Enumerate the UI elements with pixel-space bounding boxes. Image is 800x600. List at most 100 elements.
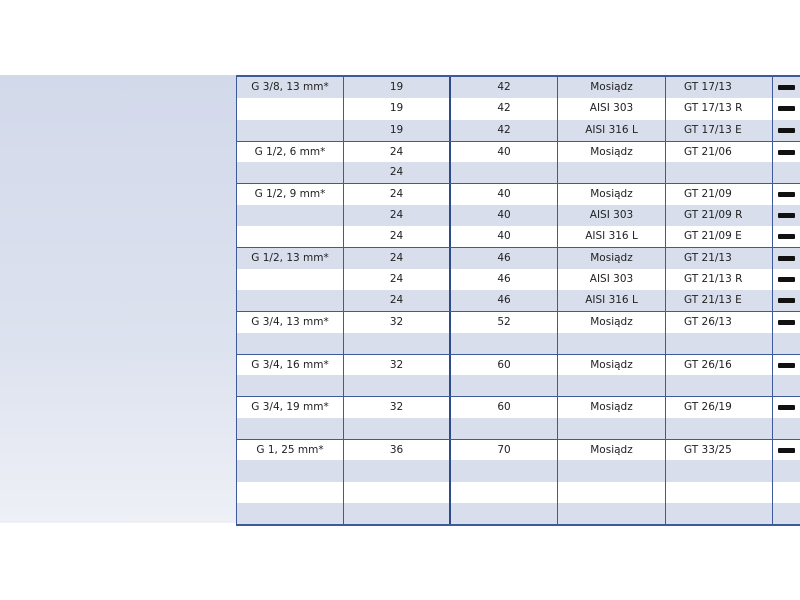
dash-icon [778,405,795,411]
code-cell: GT 21/06 [666,141,773,163]
mark-cell [773,226,800,247]
size-cell: G 3/4, 13 mm* [236,312,344,333]
dim-b-cell [451,375,558,397]
table-row: G 3/8, 13 mm* 19 42 Mosiądz GT 17/13 [236,77,800,99]
size-cell [236,375,344,397]
material-cell: Mosiądz [558,141,666,163]
size-cell: G 3/4, 16 mm* [236,354,344,376]
size-cell [236,460,344,482]
dim-a-cell: 24 [344,226,451,248]
dim-a-cell: 24 [344,141,451,163]
code-cell: GT 21/09 R [666,204,773,227]
table-row [236,417,800,440]
table-row: G 1/2, 9 mm* 24 40 Mosiądz GT 21/09 [236,183,800,205]
dim-b-cell: 70 [451,440,558,461]
dim-b-cell [451,460,558,482]
code-cell: GT 21/13 [666,248,773,269]
mark-cell [773,290,800,311]
dash-icon [778,106,795,112]
mark-cell [773,418,800,439]
material-cell: AISI 316 L [558,119,666,141]
code-cell: GT 21/13 E [666,289,773,312]
dim-b-cell: 42 [451,77,558,99]
code-cell: GT 33/25 [666,440,773,461]
dim-a-cell: 24 [344,268,451,290]
code-cell: GT 26/19 [666,397,773,418]
mark-cell [773,184,800,204]
mark-cell [773,98,800,119]
product-table: G 3/8, 13 mm* 19 42 Mosiądz GT 17/13 19 42 AISI… [236,75,800,527]
dim-a-cell [344,375,451,397]
dim-a-cell: 24 [344,204,451,227]
mark-cell [773,248,800,268]
code-cell: GT 21/13 R [666,268,773,290]
material-cell: AISI 303 [558,204,666,227]
table-row [236,502,800,525]
dim-b-cell [451,481,558,503]
code-cell [666,502,773,525]
dash-icon [778,256,795,262]
size-cell [236,98,344,120]
dash-icon [778,362,795,368]
size-cell [236,226,344,248]
dim-a-cell: 24 [344,184,451,205]
material-cell: Mosiądz [558,354,666,376]
table-row: G 3/4, 19 mm* 32 60 Mosiądz GT 26/19 [236,396,800,418]
size-cell [236,502,344,525]
material-cell [558,375,666,397]
size-cell [236,162,344,184]
mark-cell [773,162,800,183]
material-cell [558,481,666,503]
dim-a-cell [344,502,451,525]
code-cell: GT 17/13 E [666,119,773,141]
dim-a-cell [344,332,451,354]
dim-b-cell: 42 [451,98,558,120]
size-cell: G 1/2, 6 mm* [236,141,344,163]
dim-b-cell [451,502,558,525]
size-cell [236,417,344,440]
table-row: 24 46 AISI 303 GT 21/13 R [236,268,800,290]
table-row: 24 40 AISI 303 GT 21/09 R [236,204,800,227]
dash-icon [778,127,795,133]
material-cell: AISI 316 L [558,289,666,312]
material-cell: Mosiądz [558,248,666,269]
dim-a-cell: 32 [344,354,451,376]
mark-cell [773,205,800,226]
dim-a-cell [344,481,451,503]
dash-icon [778,149,795,155]
dim-b-cell [451,417,558,440]
size-cell: G 3/8, 13 mm* [236,77,344,99]
dim-a-cell [344,417,451,440]
material-cell [558,162,666,184]
mark-cell [773,355,800,375]
left-panel [0,75,236,523]
dim-a-cell [344,460,451,482]
material-cell [558,332,666,354]
mark-cell [773,142,800,162]
table-row: 24 46 AISI 316 L GT 21/13 E [236,289,800,312]
code-cell [666,460,773,482]
table-row: 24 40 AISI 316 L GT 21/09 E [236,226,800,248]
material-cell: Mosiądz [558,397,666,418]
dim-a-cell: 19 [344,77,451,99]
mark-cell [773,375,800,396]
dim-b-cell: 40 [451,184,558,205]
code-cell: GT 17/13 [666,77,773,99]
mark-cell [773,460,800,481]
dash-icon [778,234,795,240]
material-cell: Mosiądz [558,184,666,205]
dash-icon [778,297,795,303]
mark-cell [773,77,800,98]
table-row: G 3/4, 13 mm* 32 52 Mosiądz GT 26/13 [236,311,800,333]
dim-a-cell: 32 [344,397,451,418]
dim-a-cell: 19 [344,119,451,141]
table-row: G 1/2, 6 mm* 24 40 Mosiądz GT 21/06 [236,140,800,163]
size-cell [236,481,344,503]
dash-icon [778,212,795,218]
mark-cell [773,440,800,460]
table-row [236,481,800,503]
code-cell: GT 21/09 [666,184,773,205]
dim-b-cell: 46 [451,289,558,312]
dim-a-cell: 24 [344,162,451,184]
material-cell: Mosiądz [558,312,666,333]
